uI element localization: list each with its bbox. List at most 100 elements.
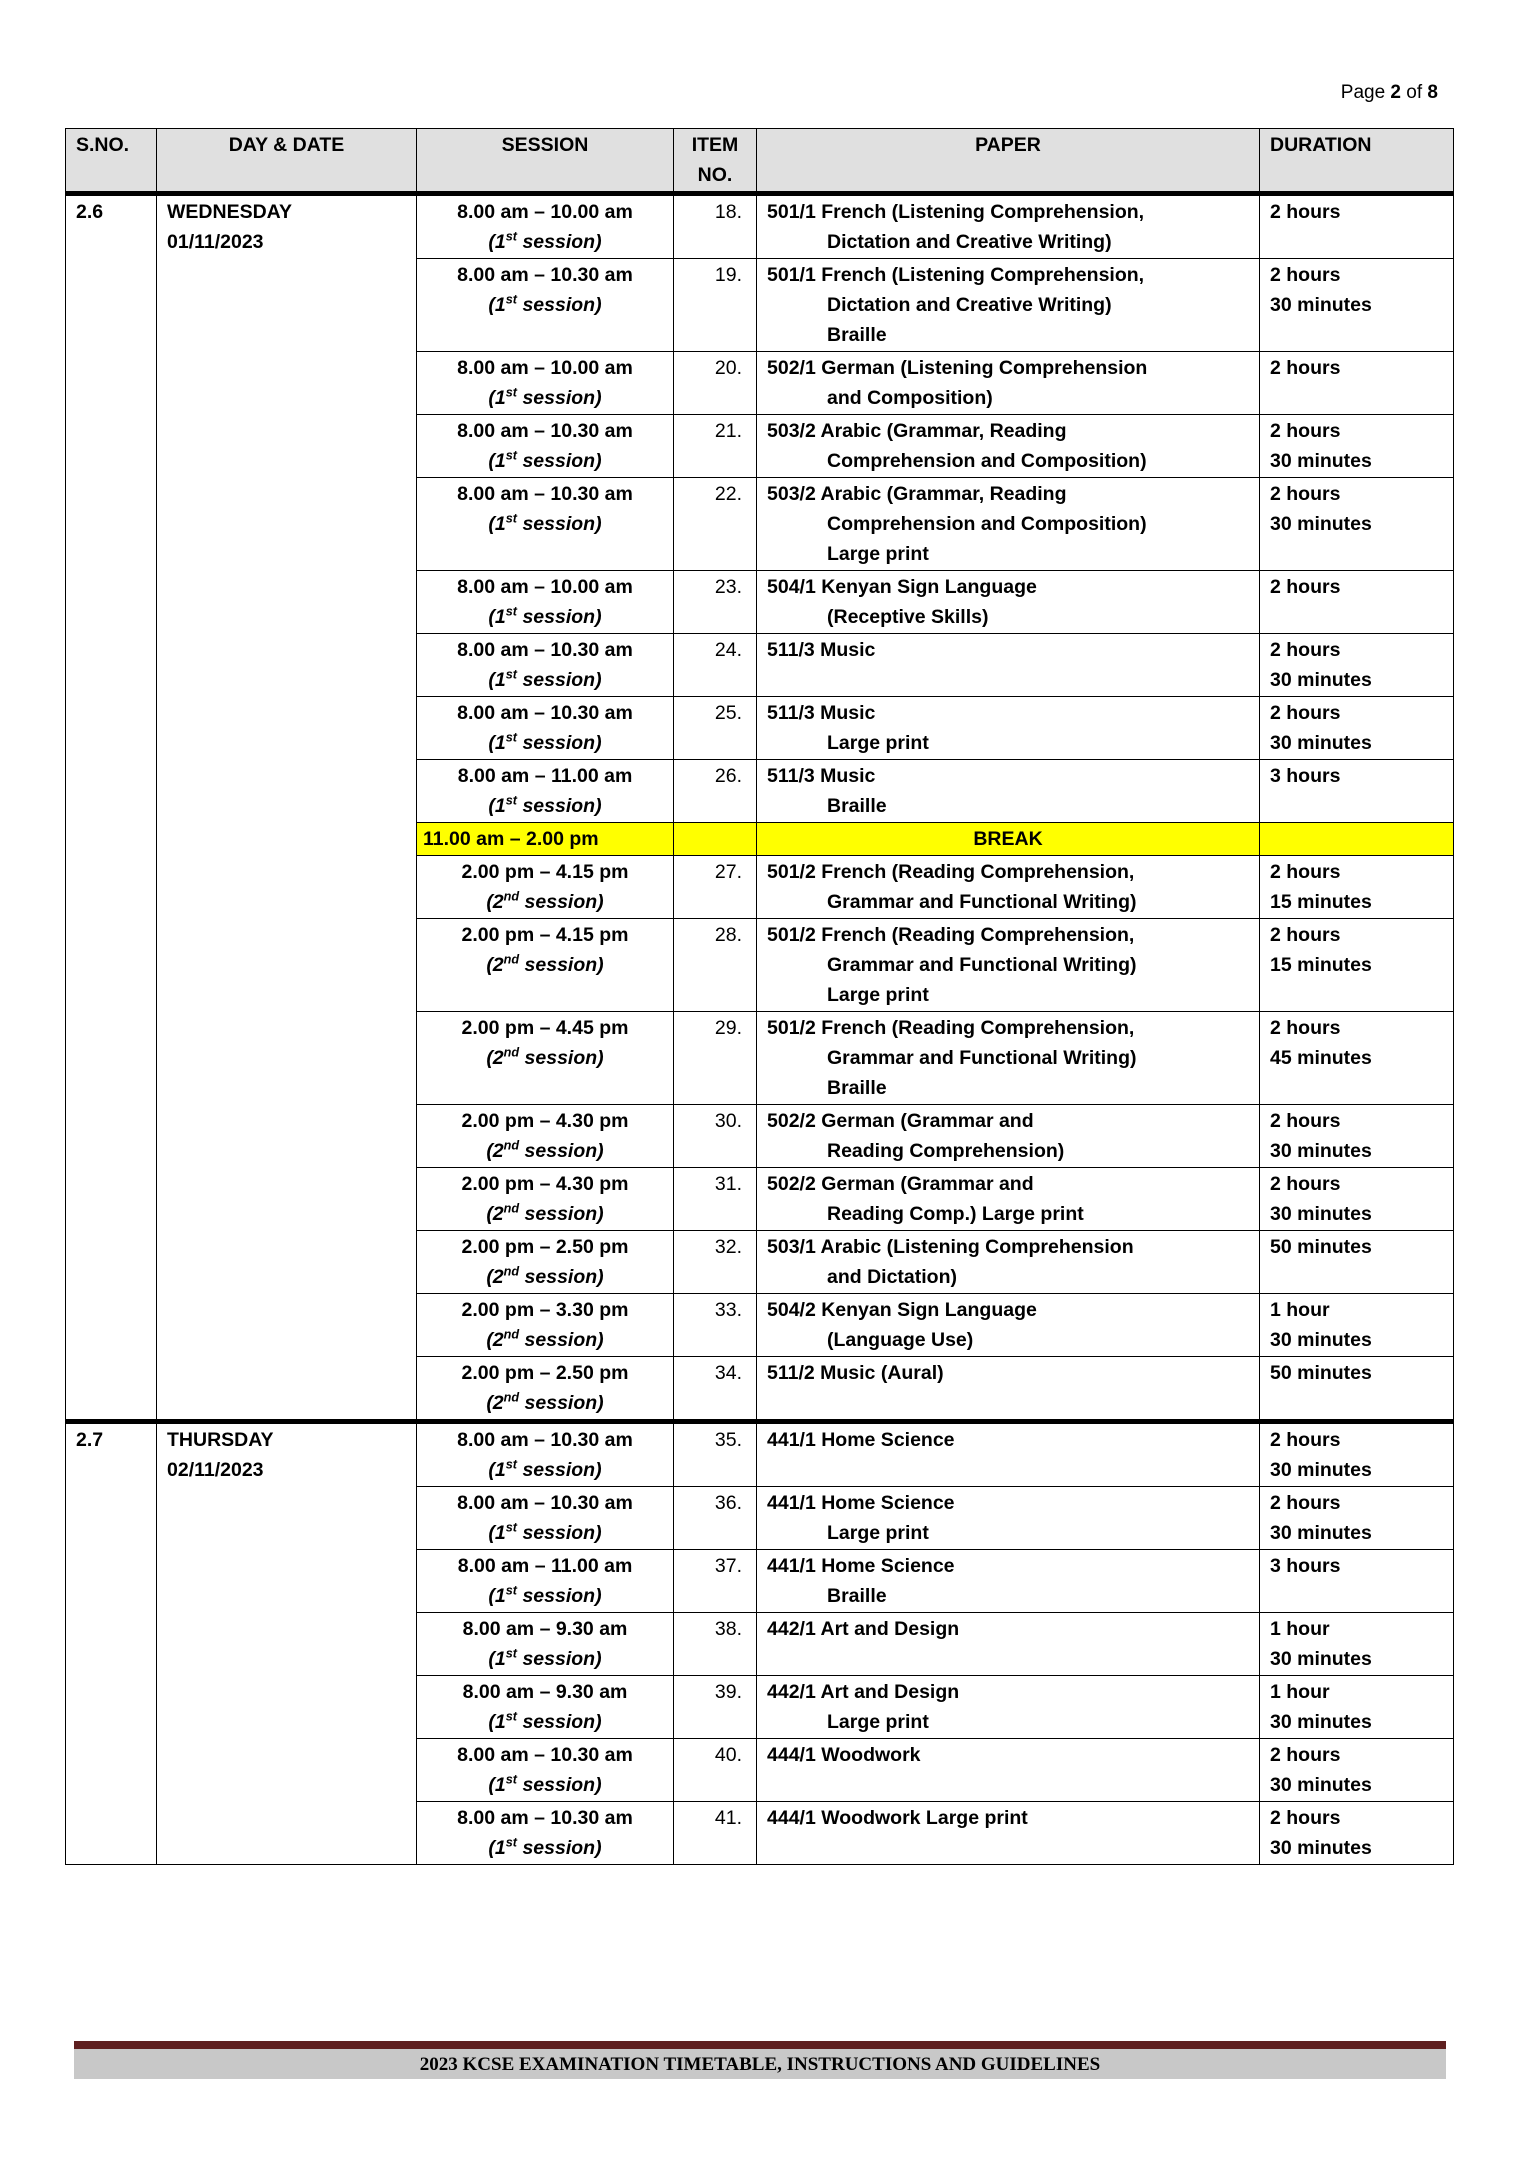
session-time: 8.00 am – 10.30 am xyxy=(457,1429,633,1451)
session-ordinal-suffix: nd xyxy=(503,1138,520,1153)
timetable-body: 2.6 WEDNESDAY 01/11/2023 8.00 am – 10.00 am… xyxy=(65,191,1454,1865)
duration-cell xyxy=(1259,822,1454,856)
table-row: 2.00 pm – 2.50 pm (2nd session) 32. 503/1 A… xyxy=(66,1230,1454,1294)
paper-line: Braille xyxy=(827,1585,887,1607)
header-sno: S.NO. xyxy=(65,128,157,196)
paper-line: Reading Comp.) Large print xyxy=(827,1203,1084,1225)
paper-line: 503/1 Arabic (Listening Comprehension xyxy=(767,1236,1134,1258)
session-cell: 8.00 am – 10.30 am (1st session) xyxy=(416,696,674,760)
table-row: 2.00 pm – 4.30 pm (2nd session) 30. 502/2 G… xyxy=(66,1104,1454,1168)
session-ordinal-suffix: st xyxy=(505,292,518,307)
table-row: 8.00 am – 10.00 am (1st session) 20. 502/1 … xyxy=(66,351,1454,415)
duration-cell: 2 hours 30 minutes xyxy=(1259,1738,1454,1802)
table-row: 8.00 am – 10.30 am (1st session) 19. 501/1 … xyxy=(66,258,1454,352)
item-number: 21. xyxy=(673,414,757,478)
session-time: 2.00 pm – 3.30 pm xyxy=(461,1299,629,1321)
duration-cell: 2 hours 15 minutes xyxy=(1259,855,1454,919)
session-label: (2nd session) xyxy=(486,952,604,976)
session-ordinal-suffix: nd xyxy=(503,1327,520,1342)
duration-line: 1 hour xyxy=(1270,1299,1330,1321)
item-number: 30. xyxy=(673,1104,757,1168)
paper-line: Comprehension and Composition) xyxy=(827,513,1147,535)
paper-line: Grammar and Functional Writing) xyxy=(827,891,1137,913)
paper-line: Reading Comprehension) xyxy=(827,1140,1065,1162)
duration-cell: 50 minutes xyxy=(1259,1356,1454,1422)
paper-line: 501/2 French (Reading Comprehension, xyxy=(767,924,1135,946)
header-row: S.NO. DAY & DATE SESSION ITEM NO. PAPER … xyxy=(65,128,1454,196)
duration-line: 2 hours xyxy=(1270,1017,1341,1039)
session-cell: 8.00 am – 10.30 am (1st session) xyxy=(416,633,674,697)
session-label: (1st session) xyxy=(488,793,602,817)
paper-cell: 442/1 Art and Design xyxy=(756,1612,1260,1676)
session-time: 8.00 am – 9.30 am xyxy=(462,1681,628,1703)
session-ordinal-suffix: st xyxy=(505,730,518,745)
session-cell: 2.00 pm – 4.15 pm (2nd session) xyxy=(416,918,674,1012)
session-label: (1st session) xyxy=(488,229,602,253)
paper-line: 441/1 Home Science xyxy=(767,1429,955,1451)
duration-line: 2 hours xyxy=(1270,357,1341,379)
session-cell: 8.00 am – 10.30 am (1st session) xyxy=(416,258,674,352)
duration-cell: 1 hour 30 minutes xyxy=(1259,1675,1454,1739)
session-label: (1st session) xyxy=(488,1520,602,1544)
paper-line: 441/1 Home Science xyxy=(767,1555,955,1577)
duration-cell: 2 hours 30 minutes xyxy=(1259,1801,1454,1865)
item-number: 35. xyxy=(673,1419,757,1487)
table-row: 8.00 am – 10.30 am (1st session) 21. 503/2 … xyxy=(66,414,1454,478)
item-number: 39. xyxy=(673,1675,757,1739)
session-cell: 2.00 pm – 4.30 pm (2nd session) xyxy=(416,1167,674,1231)
paper-line: and Composition) xyxy=(827,387,993,409)
day-date-cell: WEDNESDAY 01/11/2023 xyxy=(156,191,417,1422)
paper-line: (Language Use) xyxy=(827,1329,974,1351)
page-current: 2 xyxy=(1390,82,1401,103)
header-item: ITEM NO. xyxy=(673,128,757,196)
session-ordinal-suffix: st xyxy=(505,229,518,244)
session-label: (2nd session) xyxy=(486,889,604,913)
duration-line: 50 minutes xyxy=(1270,1236,1372,1258)
session-label: (2nd session) xyxy=(486,1138,604,1162)
paper-line: 501/2 French (Reading Comprehension, xyxy=(767,861,1135,883)
table-row: 2.00 pm – 4.30 pm (2nd session) 31. 502/2 G… xyxy=(66,1167,1454,1231)
session-label: (1st session) xyxy=(488,511,602,535)
paper-cell: 501/2 French (Reading Comprehension, Gram… xyxy=(756,918,1260,1012)
header-session: SESSION xyxy=(416,128,674,196)
session-cell: 8.00 am – 10.30 am (1st session) xyxy=(416,414,674,478)
paper-cell: 503/1 Arabic (Listening Comprehension and… xyxy=(756,1230,1260,1294)
session-cell: 8.00 am – 10.00 am (1st session) xyxy=(416,191,674,259)
session-time: 11.00 am – 2.00 pm xyxy=(423,828,599,850)
paper-cell: 501/1 French (Listening Comprehension, Di… xyxy=(756,191,1260,259)
paper-line: Large print xyxy=(827,984,929,1006)
session-time: 8.00 am – 10.00 am xyxy=(457,576,633,598)
date-value: 01/11/2023 xyxy=(167,231,264,253)
paper-line: 504/2 Kenyan Sign Language xyxy=(767,1299,1037,1321)
duration-line: 30 minutes xyxy=(1270,294,1372,316)
paper-line: 503/2 Arabic (Grammar, Reading xyxy=(767,483,1067,505)
duration-line: 2 hours xyxy=(1270,201,1341,223)
paper-line: 504/1 Kenyan Sign Language xyxy=(767,576,1037,598)
duration-line: 30 minutes xyxy=(1270,1837,1372,1859)
paper-line: Grammar and Functional Writing) xyxy=(827,1047,1137,1069)
duration-cell: 2 hours 30 minutes xyxy=(1259,1486,1454,1550)
day-name: WEDNESDAY xyxy=(167,201,292,223)
item-number: 37. xyxy=(673,1549,757,1613)
session-time: 2.00 pm – 4.15 pm xyxy=(461,861,629,883)
duration-line: 30 minutes xyxy=(1270,669,1372,691)
duration-line: 3 hours xyxy=(1270,1555,1341,1577)
paper-cell: 441/1 Home Science Braille xyxy=(756,1549,1260,1613)
duration-cell: 2 hours 45 minutes xyxy=(1259,1011,1454,1105)
paper-cell: 504/1 Kenyan Sign Language (Receptive Ski… xyxy=(756,570,1260,634)
paper-line: 511/2 Music (Aural) xyxy=(767,1362,944,1384)
paper-line: 511/3 Music xyxy=(767,765,876,787)
session-time: 2.00 pm – 4.15 pm xyxy=(461,924,629,946)
duration-line: 30 minutes xyxy=(1270,1203,1372,1225)
duration-cell: 2 hours 30 minutes xyxy=(1259,696,1454,760)
duration-cell: 2 hours 30 minutes xyxy=(1259,633,1454,697)
paper-line: 502/2 German (Grammar and xyxy=(767,1110,1034,1132)
sno-cell: 2.7 xyxy=(65,1419,157,1865)
table-row: 2.00 pm – 4.15 pm (2nd session) 27. 501/2 F… xyxy=(66,855,1454,919)
duration-cell: 2 hours 30 minutes xyxy=(1259,1104,1454,1168)
paper-line: 442/1 Art and Design xyxy=(767,1618,960,1640)
session-cell: 8.00 am – 11.00 am (1st session) xyxy=(416,1549,674,1613)
paper-cell: 511/2 Music (Aural) xyxy=(756,1356,1260,1422)
item-cell xyxy=(673,822,757,856)
duration-cell: 2 hours xyxy=(1259,191,1454,259)
